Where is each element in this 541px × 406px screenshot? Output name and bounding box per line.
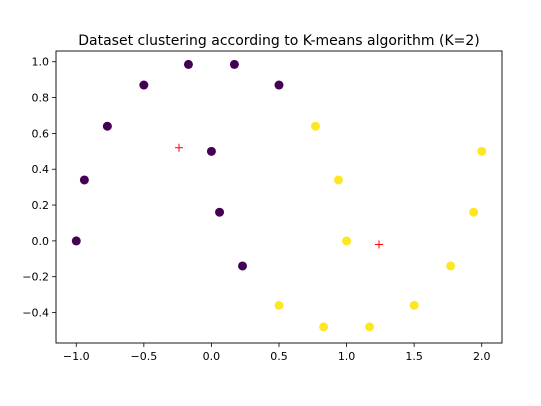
cluster-2-point	[274, 300, 284, 310]
cluster-1-point	[215, 207, 225, 217]
cluster-1-point	[71, 236, 81, 246]
y-tick-label: 0.8	[32, 92, 50, 105]
y-tick-label: 1.0	[32, 56, 50, 69]
cluster-2-point	[477, 146, 487, 156]
centroid-plus-marker	[375, 240, 384, 249]
cluster-1-point	[229, 59, 239, 69]
x-tick-label: 1.0	[338, 350, 356, 363]
cluster-2-point	[446, 261, 456, 271]
chart-title: Dataset clustering according to K-means …	[78, 33, 480, 49]
y-tick-label: −0.2	[22, 271, 49, 284]
cluster-2-point	[310, 121, 320, 131]
y-tick-label: 0.2	[32, 199, 50, 212]
cluster-1-point	[183, 59, 193, 69]
cluster-2-point	[319, 322, 329, 332]
cluster-2-point	[333, 175, 343, 185]
cluster-1-point	[102, 121, 112, 131]
x-tick-label: 0.5	[270, 350, 288, 363]
x-tick-label: 2.0	[473, 350, 491, 363]
cluster-1-point	[274, 80, 284, 90]
centroid-plus-marker	[174, 143, 183, 152]
x-tick-label: −0.5	[130, 350, 157, 363]
y-tick-label: 0.4	[32, 163, 50, 176]
cluster-2-point	[365, 322, 375, 332]
cluster-1-point	[139, 80, 149, 90]
centroid-markers	[174, 143, 384, 249]
y-tick-label: 0.0	[32, 235, 50, 248]
plot-area-frame	[55, 50, 503, 344]
cluster-2-point	[469, 207, 479, 217]
cluster-1-point	[238, 261, 248, 271]
y-tick-label: −0.4	[22, 307, 49, 320]
data-points	[71, 59, 487, 332]
x-tick-label: −1.0	[63, 350, 90, 363]
cluster-2-point	[342, 236, 352, 246]
cluster-1-point	[79, 175, 89, 185]
x-tick-label: 0.0	[203, 350, 221, 363]
cluster-1-point	[206, 146, 216, 156]
x-tick-label: 1.5	[405, 350, 423, 363]
x-axis: −1.0 −0.5 0.0 0.5 1.0 1.5 2.0	[63, 343, 491, 363]
y-axis: −0.4 −0.2 0.0 0.2 0.4 0.6 0.8 1.0	[22, 56, 56, 320]
cluster-2-point	[409, 300, 419, 310]
y-tick-label: 0.6	[32, 127, 50, 140]
